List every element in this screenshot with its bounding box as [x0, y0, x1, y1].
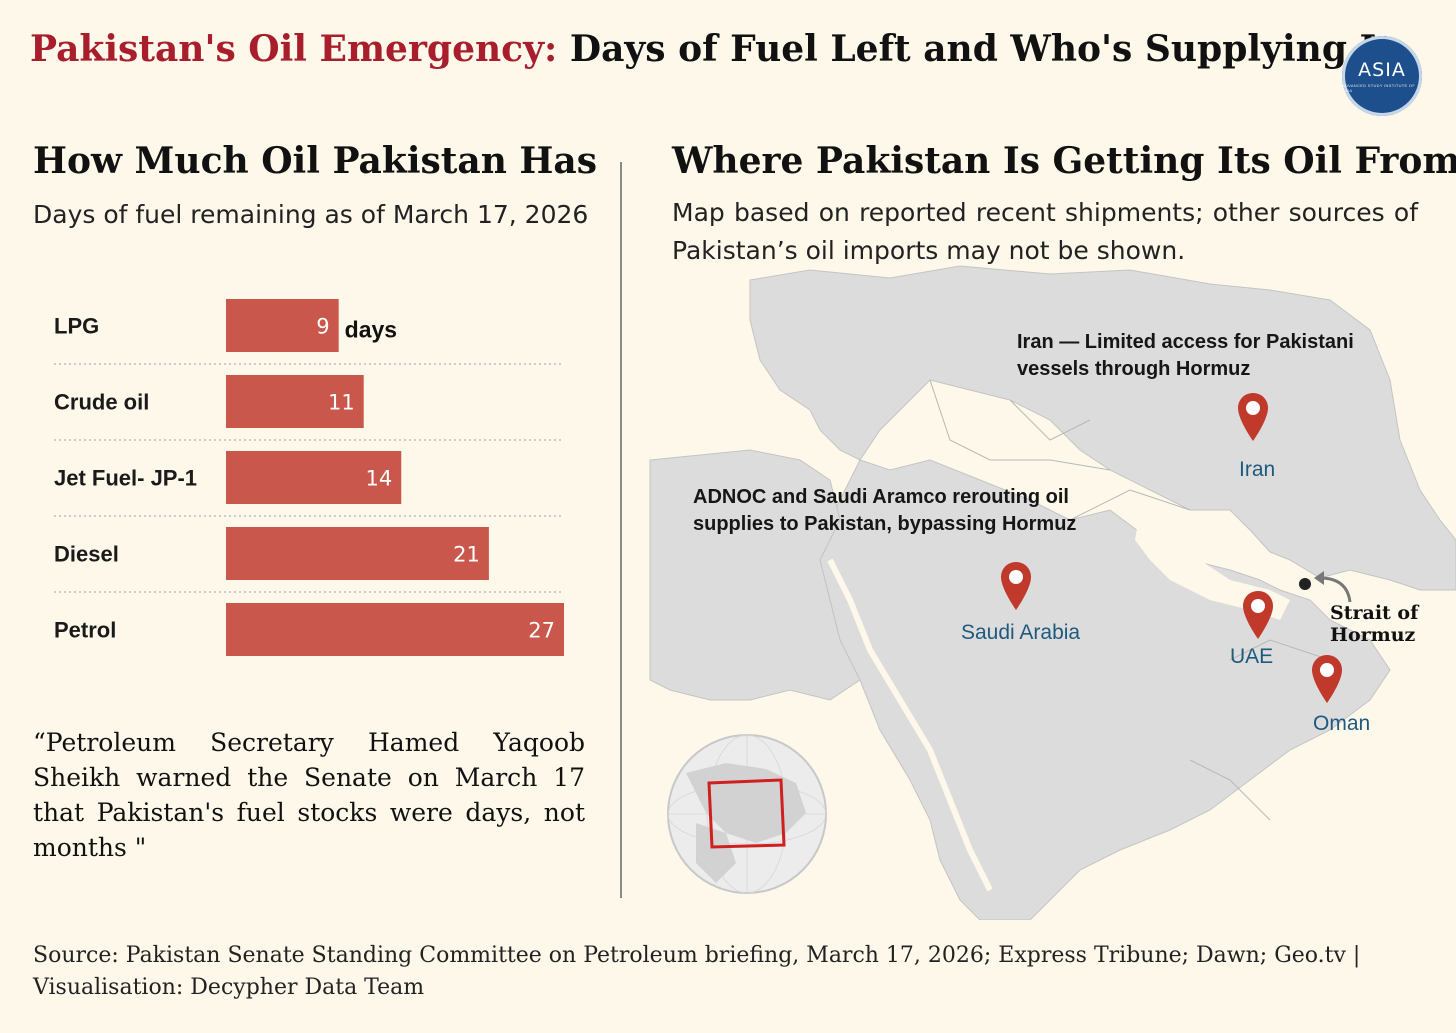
bar: [226, 299, 339, 352]
category-label: Diesel: [54, 542, 119, 567]
bar: [226, 451, 402, 504]
logo-text: ASIA: [1358, 59, 1406, 81]
uae-pin-icon: [1243, 591, 1273, 639]
title-accent: Pakistan's Oil Emergency:: [30, 28, 558, 70]
iran-pin-icon: [1238, 393, 1268, 441]
oman-pin-icon: [1312, 655, 1342, 703]
category-label: Crude oil: [54, 390, 149, 415]
value-label: 11: [328, 391, 355, 415]
value-label: 9: [316, 315, 329, 339]
value-label: 14: [366, 467, 393, 491]
hormuz-arrow-icon: [1314, 571, 1352, 603]
title-rest: Days of Fuel Left and Who's Supplying It: [569, 28, 1393, 70]
source-footer: Source: Pakistan Senate Standing Committ…: [33, 943, 1361, 1000]
right-panel-subtitle: Map based on reported recent shipments; …: [672, 198, 1418, 265]
category-label: Jet Fuel- JP-1: [54, 466, 197, 491]
map-land: [649, 265, 1456, 920]
senate-quote: “Petroleum Secretary Hamed Yaqoob Sheikh…: [33, 728, 585, 862]
uae-label: UAE: [1230, 645, 1274, 668]
bar: [226, 603, 564, 656]
iran-label: Iran: [1239, 458, 1276, 481]
logo-subtext: ADVANCED STUDY INSTITUTE OF ASIA: [1342, 83, 1416, 93]
iran-note: Iran — Limited access for Pakistani vess…: [1017, 331, 1354, 380]
category-label: LPG: [54, 314, 99, 339]
value-label: 27: [528, 619, 555, 643]
fuel-days-bar-chart: LPG 9 days Crude oil 11 Jet Fuel- JP-1 14 Diese…: [54, 299, 564, 656]
hormuz-label: Strait of Hormuz: [1330, 602, 1419, 646]
main-title: Pakistan's Oil Emergency: Days of Fuel L…: [30, 28, 1393, 70]
oman-label: Oman: [1313, 712, 1371, 735]
unit-label: days: [345, 317, 397, 343]
saudi-label: Saudi Arabia: [961, 621, 1081, 644]
middle-east-map: [630, 260, 1456, 920]
saudi-pin-icon: [1001, 562, 1031, 610]
value-label: 21: [453, 543, 480, 567]
right-panel-title: Where Pakistan Is Getting Its Oil From: [672, 140, 1456, 182]
hormuz-marker: [1299, 578, 1311, 590]
locator-globe: [667, 734, 827, 894]
adnoc-note: ADNOC and Saudi Aramco rerouting oil sup…: [693, 486, 1077, 535]
panel-divider: [620, 162, 622, 898]
bar: [226, 375, 364, 428]
asia-logo: ASIA ADVANCED STUDY INSTITUTE OF ASIA: [1342, 36, 1422, 116]
left-panel-title: How Much Oil Pakistan Has: [33, 140, 598, 182]
category-label: Petrol: [54, 618, 116, 643]
left-panel-subtitle: Days of fuel remaining as of March 17, 2…: [33, 200, 589, 229]
bar: [226, 527, 489, 580]
